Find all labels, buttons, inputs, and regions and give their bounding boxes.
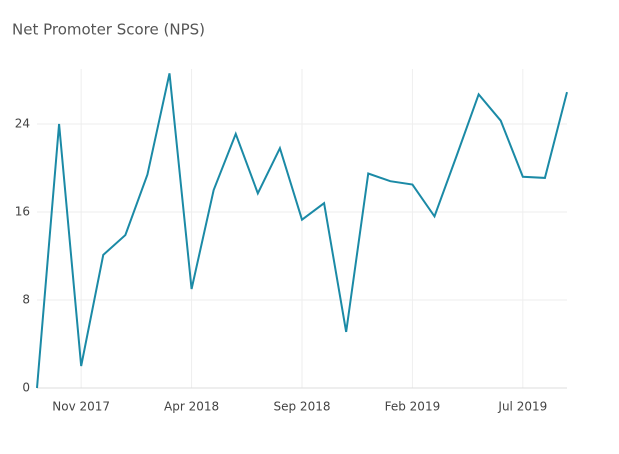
- y-tick-label: 0: [22, 381, 30, 395]
- x-tick-label: Jul 2019: [497, 400, 547, 414]
- y-tick-label: 24: [15, 117, 30, 131]
- chart-title: Net Promoter Score (NPS): [12, 21, 205, 39]
- y-tick-label: 8: [22, 293, 30, 307]
- y-tick-label: 16: [15, 205, 30, 219]
- x-tick-label: Sep 2018: [274, 400, 331, 414]
- x-tick-label: Apr 2018: [164, 400, 219, 414]
- series-line: [36, 73, 568, 389]
- x-tick-label: Nov 2017: [52, 400, 110, 414]
- x-tick-label: Feb 2019: [385, 400, 441, 414]
